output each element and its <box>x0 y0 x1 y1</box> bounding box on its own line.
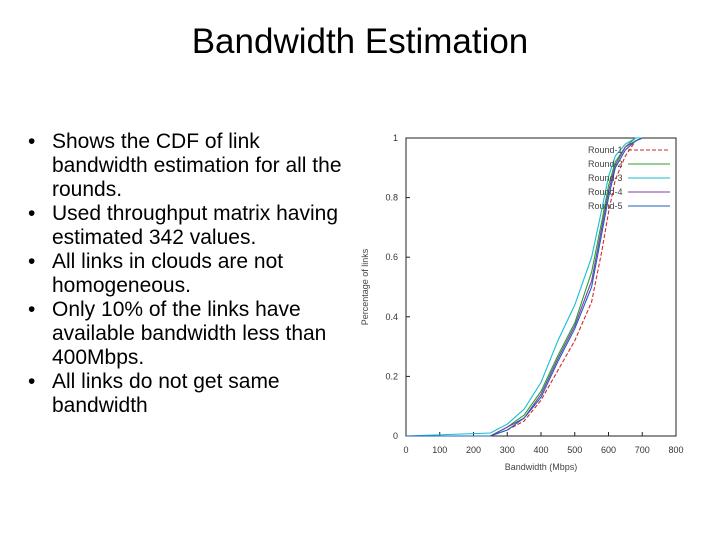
y-tick-label: 0.8 <box>385 193 398 203</box>
legend-label: Round-1 <box>588 145 623 155</box>
x-tick-label: 400 <box>533 445 548 455</box>
cdf-chart-svg: 0 100 200 300 400 500 600 700 800 0 0.2 0.4 0.6 0.8 1 B… <box>360 133 684 472</box>
bullet-glyph: • <box>28 250 36 273</box>
bullet-glyph: • <box>28 298 36 321</box>
legend-label: Round-2 <box>588 159 623 169</box>
x-tick-label: 0 <box>403 445 408 455</box>
legend-label: Round-5 <box>588 201 623 211</box>
legend-label: Round-4 <box>588 187 623 197</box>
x-tick-label: 200 <box>466 445 481 455</box>
bullet-item: • Only 10% of the links have available ba… <box>28 298 358 370</box>
bullet-item: • All links in clouds are not homogeneous… <box>28 250 358 298</box>
slide-title: Bandwidth Estimation <box>191 22 529 61</box>
bullet-text: Only 10% of the links have available ban… <box>52 298 327 369</box>
bullet-text: All links do not get same bandwidth <box>52 370 280 417</box>
y-tick-label: 0.2 <box>385 371 398 381</box>
x-tick-label: 700 <box>635 445 650 455</box>
bullet-text: Shows the CDF of link bandwidth estimati… <box>52 130 342 201</box>
x-tick-label: 100 <box>432 445 447 455</box>
bullet-text: Used throughput matrix having estimated … <box>52 202 338 249</box>
series-line-3 <box>405 137 643 437</box>
bullet-glyph: • <box>28 370 36 393</box>
y-axis-label: Percentage of links <box>360 248 370 325</box>
x-tick-label: 300 <box>500 445 515 455</box>
bullet-text: All links in clouds are not homogeneous. <box>52 250 284 297</box>
series-line-5 <box>406 137 643 437</box>
x-tick-label: 800 <box>668 445 683 455</box>
bullet-glyph: • <box>28 202 36 225</box>
bullet-item: • Shows the CDF of link bandwidth estimat… <box>28 130 358 202</box>
y-tick-label: 1 <box>393 133 398 143</box>
y-tick-label: 0.6 <box>385 252 398 262</box>
y-tick-label: 0 <box>393 431 398 441</box>
bullet-item: • Used throughput matrix having estimated… <box>28 202 358 250</box>
x-tick-label: 600 <box>601 445 616 455</box>
bullet-list: • Shows the CDF of link bandwidth estimat… <box>28 130 358 418</box>
x-tick-label: 500 <box>567 445 582 455</box>
x-axis-label: Bandwidth (Mbps) <box>505 462 578 472</box>
series-line-4 <box>406 137 643 437</box>
bullet-item: • All links do not get same bandwidth <box>28 370 358 418</box>
legend-label: Round-3 <box>588 173 623 183</box>
y-tick-label: 0.4 <box>385 312 398 322</box>
bullet-glyph: • <box>28 130 36 153</box>
cdf-chart: 0 100 200 300 400 500 600 700 800 0 0.2 0.4 0.6 0.8 1 B… <box>356 128 686 488</box>
